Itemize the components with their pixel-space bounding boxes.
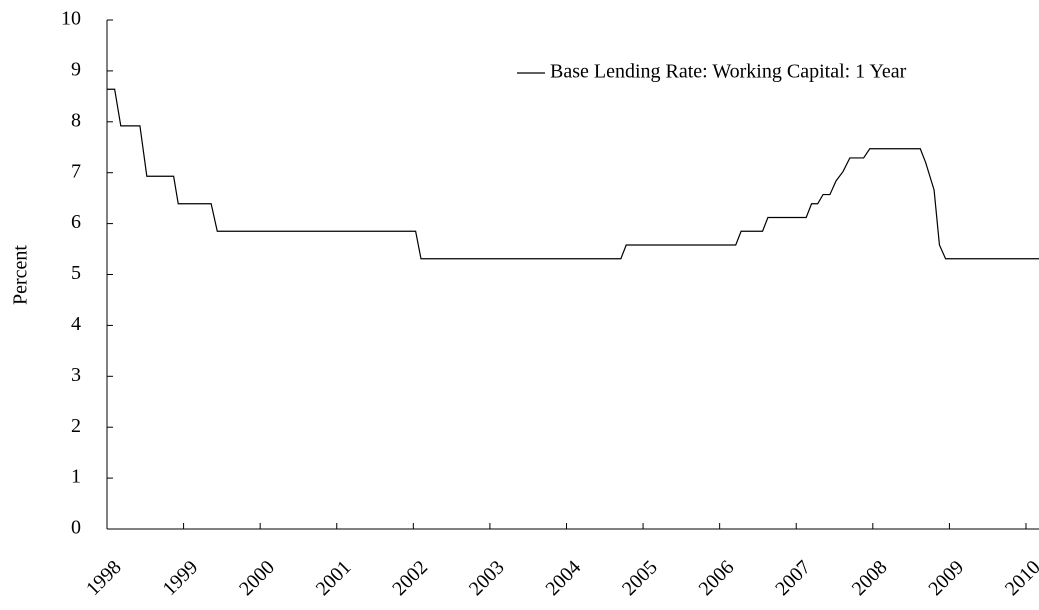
- x-tick-label: 1999: [159, 556, 203, 600]
- x-tick-label: 2003: [465, 556, 509, 600]
- x-tick-label: 2000: [235, 556, 279, 600]
- y-tick-label: 1: [71, 466, 81, 488]
- y-tick-label: 7: [71, 160, 81, 182]
- legend-label: Base Lending Rate: Working Capital: 1 Ye…: [550, 61, 907, 83]
- x-tick-label: 2001: [312, 556, 356, 600]
- y-tick-label: 9: [71, 58, 81, 80]
- y-tick-label: 10: [61, 8, 81, 30]
- y-tick-label: 0: [71, 517, 81, 539]
- x-tick-label: 2008: [848, 556, 892, 600]
- y-tick-label: 5: [71, 262, 81, 284]
- x-tick-label: 2006: [695, 556, 739, 600]
- y-tick-label: 6: [71, 211, 81, 233]
- y-tick-label: 2: [71, 415, 81, 437]
- y-tick-label: 8: [71, 109, 81, 131]
- x-tick-label: 1998: [82, 556, 126, 600]
- y-tick-label: 3: [71, 364, 81, 386]
- x-tick-label: 2009: [924, 556, 968, 600]
- line: [107, 88, 1039, 260]
- x-tick-label: 2007: [771, 556, 815, 600]
- y-tick-label: 4: [71, 313, 81, 335]
- x-tick-label: 2004: [541, 556, 585, 600]
- x-tick-label: 2002: [388, 556, 432, 600]
- x-tick-label: 2005: [618, 556, 662, 600]
- y-axis-label: Percent: [10, 245, 32, 305]
- x-tick-label: 2010: [1001, 556, 1039, 600]
